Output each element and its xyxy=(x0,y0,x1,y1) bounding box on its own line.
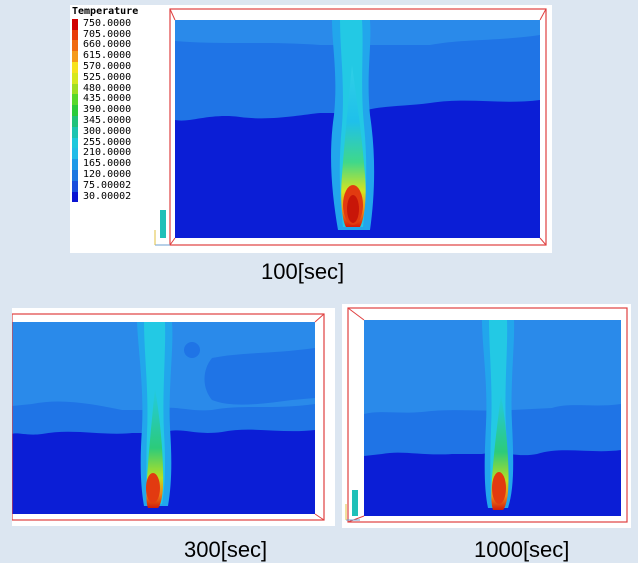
legend-label: 480.0000 xyxy=(83,82,132,94)
legend-label: 390.0000 xyxy=(83,104,132,116)
legend-entry: 435.0000 xyxy=(72,93,152,106)
legend-swatch xyxy=(72,72,78,84)
legend-swatch xyxy=(72,105,78,116)
legend-entry: 165.0000 xyxy=(72,158,152,170)
legend-swatch xyxy=(72,40,78,52)
legend-entry: 750.0000 xyxy=(72,17,152,30)
temperature-field-300s xyxy=(12,313,325,521)
legend-swatch xyxy=(72,115,78,127)
legend-entry: 660.0000 xyxy=(72,39,152,52)
legend-swatch xyxy=(72,126,78,138)
legend-entry: 345.0000 xyxy=(72,114,152,127)
legend-label: 345.0000 xyxy=(83,114,132,126)
legend-entry: 255.0000 xyxy=(72,136,152,149)
legend-swatch xyxy=(72,169,78,181)
legend-swatch xyxy=(72,18,78,30)
legend-entry: 30.00002 xyxy=(72,190,152,203)
legend-entry: 480.0000 xyxy=(72,82,152,95)
caption-100s: 100[sec] xyxy=(261,259,345,284)
legend-swatch xyxy=(72,51,78,62)
legend-swatch xyxy=(72,83,78,95)
legend-swatch xyxy=(72,94,78,106)
legend-swatch xyxy=(72,61,78,73)
simulation-panel-100s: Temperature 750.0000 705.0000 660.0000 615.… xyxy=(70,5,552,253)
simulation-panel-1000s xyxy=(342,304,631,528)
legend-label: 255.0000 xyxy=(83,136,132,148)
legend-label: 705.0000 xyxy=(83,28,132,40)
legend-entry: 120.0000 xyxy=(72,168,152,181)
legend-label: 75.00002 xyxy=(83,179,132,191)
legend-label: 210.0000 xyxy=(83,147,132,159)
legend-scale: 750.0000 705.0000 660.0000 615.0000 570.0000… xyxy=(72,17,152,203)
legend-label: 435.0000 xyxy=(83,93,132,105)
legend-swatch xyxy=(72,29,78,41)
legend-swatch xyxy=(72,191,78,203)
temperature-field-100s xyxy=(154,8,547,246)
caption-1000s: 1000[sec] xyxy=(474,537,570,562)
legend-entry: 210.0000 xyxy=(72,147,152,160)
legend-entry: 525.0000 xyxy=(72,71,152,84)
legend-label: 750.0000 xyxy=(83,17,132,29)
legend-swatch xyxy=(72,137,78,149)
caption-300s: 300[sec] xyxy=(184,537,268,562)
legend-label: 525.0000 xyxy=(83,71,132,83)
legend-label: 615.0000 xyxy=(83,50,132,62)
temperature-field-1000s xyxy=(345,307,628,523)
simulation-panel-300s xyxy=(12,308,335,526)
temperature-legend: Temperature 750.0000 705.0000 660.0000 615.… xyxy=(72,6,152,203)
legend-swatch xyxy=(72,159,78,170)
legend-entry: 300.0000 xyxy=(72,125,152,138)
legend-entry: 390.0000 xyxy=(72,104,152,116)
legend-label: 120.0000 xyxy=(83,168,132,180)
legend-swatch xyxy=(72,180,78,192)
legend-label: 30.00002 xyxy=(83,190,132,202)
legend-entry: 75.00002 xyxy=(72,179,152,192)
legend-label: 165.0000 xyxy=(83,158,132,170)
legend-label: 570.0000 xyxy=(83,60,132,72)
legend-entry: 615.0000 xyxy=(72,50,152,62)
legend-swatch xyxy=(72,148,78,160)
legend-entry: 570.0000 xyxy=(72,60,152,73)
legend-label: 660.0000 xyxy=(83,39,132,51)
legend-label: 300.0000 xyxy=(83,125,132,137)
legend-title: Temperature xyxy=(72,6,139,17)
legend-entry: 705.0000 xyxy=(72,28,152,41)
